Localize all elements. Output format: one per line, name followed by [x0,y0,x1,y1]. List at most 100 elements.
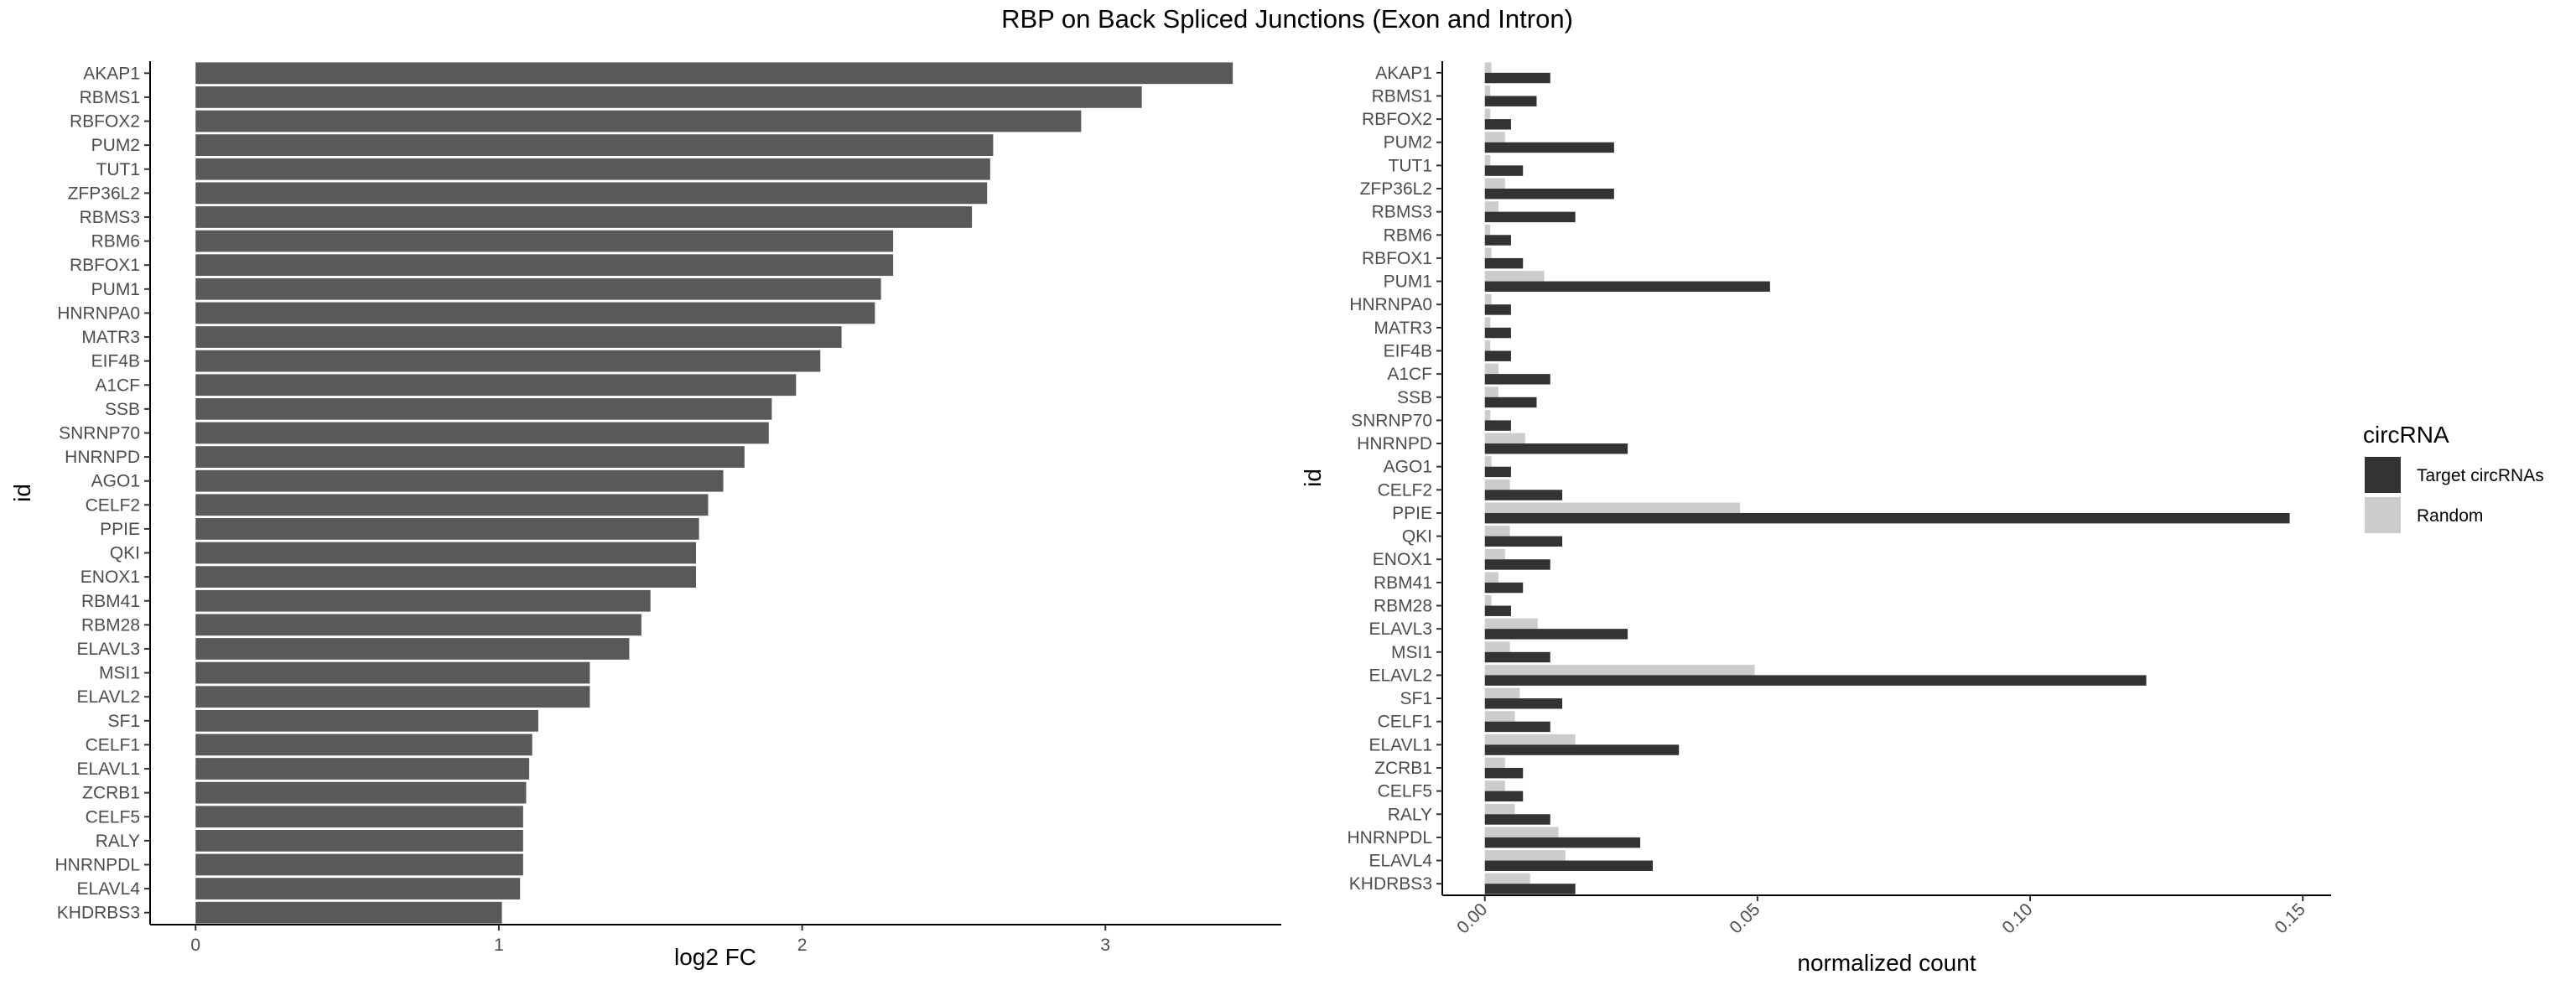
bar-target-celf1 [1484,721,1550,733]
y-tick-label-hnrnpdl: HNRNPDL [55,855,140,874]
bar-target-enox1 [1484,559,1550,570]
left-y-ticks: AKAP1 RBMS1 RBFOX2 PUM2 TUT1 ZFP36L2 RBMS3 RBM6… [55,64,150,923]
bar-target-a1cf [1484,374,1550,385]
left-bars [195,62,1233,924]
bar-target-ppie [1484,512,2290,524]
bar-random-rbfox1 [1484,247,1492,258]
legend-label-random: Random [2417,506,2483,526]
bar-log2fc-pum1 [195,277,881,300]
bar-random-elavl1 [1484,734,1576,745]
legend: circRNA Target circRNAs Random [2363,422,2544,533]
bar-log2fc-ago1 [195,469,724,492]
bar-target-qki [1484,536,1563,547]
y-tick-label-rbm6: RBM6 [91,232,140,251]
bar-log2fc-rbfox1 [195,254,894,277]
bar-log2fc-ssb [195,397,772,420]
bar-target-ago1 [1484,466,1511,478]
bar-random-snrnp70 [1484,409,1491,421]
y-tick-label-ssb: SSB [105,400,140,419]
bar-log2fc-ppie [195,518,699,540]
bar-random-elavl2 [1484,664,1755,676]
bar-random-hnrnpd [1484,433,1525,444]
bar-random-celf1 [1484,711,1515,722]
y-tick-label-khdrbs3: KHDRBS3 [1349,874,1432,894]
y-tick-label-pum1: PUM1 [1384,272,1432,292]
bar-target-rbm41 [1484,582,1524,594]
bar-random-qki [1484,526,1510,537]
bar-random-elavl4 [1484,850,1566,861]
bar-log2fc-eif4b [195,350,821,372]
bar-log2fc-raly [195,829,523,852]
bar-log2fc-rbm28 [195,614,641,636]
y-tick-label-tut1: TUT1 [96,160,141,179]
y-tick-label-rbm28: RBM28 [1374,597,1432,616]
y-tick-label-snrnp70: SNRNP70 [1351,411,1432,430]
y-tick-label-akap1: AKAP1 [83,64,140,83]
legend-label-target-circrnas: Target circRNAs [2417,466,2544,485]
bar-log2fc-pum2 [195,134,994,157]
bar-log2fc-akap1 [195,62,1233,85]
y-tick-label-rbfox2: RBFOX2 [1362,110,1432,129]
bar-log2fc-rbm41 [195,589,651,612]
bar-target-msi1 [1484,651,1550,663]
bar-target-rbfox1 [1484,257,1524,269]
bar-random-a1cf [1484,363,1498,375]
y-tick-label-celf2: CELF2 [86,495,140,515]
y-tick-label-ppie: PPIE [100,520,140,539]
bar-log2fc-elavl2 [195,686,590,708]
y-tick-label-elavl3: ELAVL3 [77,640,141,659]
y-tick-label-rbm28: RBM28 [81,615,140,635]
y-tick-label-elavl2: ELAVL2 [77,687,141,707]
bar-target-akap1 [1484,72,1550,84]
bar-random-msi1 [1484,641,1510,652]
y-tick-label-elavl3: ELAVL3 [1369,620,1433,639]
left-chart: AKAP1 RBMS1 RBFOX2 PUM2 TUT1 ZFP36L2 RBMS3 RBM6… [9,61,1281,970]
bar-log2fc-a1cf [195,374,797,397]
bar-log2fc-qki [195,542,696,564]
y-tick-label-celf1: CELF1 [86,735,140,754]
x-tick-label: 0 [190,936,200,955]
y-tick-label-pum2: PUM2 [91,136,140,155]
y-tick-label-tut1: TUT1 [1389,156,1433,175]
y-tick-label-enox1: ENOX1 [1373,550,1432,569]
bar-target-khdrbs3 [1484,884,1576,894]
y-tick-label-matr3: MATR3 [81,328,140,347]
y-tick-label-elavl2: ELAVL2 [1369,666,1433,685]
x-tick-label: 1 [494,936,504,955]
bar-random-akap1 [1484,62,1492,73]
y-tick-label-ppie: PPIE [1392,504,1432,523]
y-tick-label-msi1: MSI1 [99,664,140,683]
legend-key-target-circrnas [2365,457,2401,493]
y-tick-label-hnrnpdl: HNRNPDL [1347,828,1432,848]
bar-target-snrnp70 [1484,420,1511,431]
bar-random-khdrbs3 [1484,873,1530,884]
x-tick-label: 0.15 [2272,899,2309,937]
bar-target-rbfox2 [1484,119,1511,130]
y-tick-label-rbms1: RBMS1 [1372,86,1432,106]
y-tick-label-msi1: MSI1 [1391,643,1432,662]
right-y-axis-title: id [1300,469,1326,487]
bar-target-matr3 [1484,327,1511,339]
y-tick-label-hnrnpa0: HNRNPA0 [57,303,140,323]
bar-log2fc-khdrbs3 [195,901,502,924]
y-tick-label-pum1: PUM1 [91,280,140,299]
y-tick-label-eif4b: EIF4B [1384,341,1432,360]
y-tick-label-celf2: CELF2 [1378,480,1432,500]
y-tick-label-elavl4: ELAVL4 [1369,852,1433,871]
y-tick-label-elavl1: ELAVL1 [1369,735,1433,754]
bar-random-zfp36l2 [1484,178,1505,189]
x-tick-label: 0.10 [1998,899,2036,937]
bar-target-sf1 [1484,698,1563,709]
y-tick-label-hnrnpd: HNRNPD [65,448,140,467]
bar-target-tut1 [1484,165,1524,176]
bar-target-celf5 [1484,791,1524,802]
y-tick-label-celf5: CELF5 [86,807,140,827]
bar-log2fc-elavl1 [195,758,530,780]
right-x-axis-title: normalized count [1797,950,1976,976]
bar-target-elavl1 [1484,744,1680,755]
y-tick-label-rbms3: RBMS3 [80,208,140,227]
bar-random-ppie [1484,502,1741,513]
y-tick-label-sf1: SF1 [1400,689,1432,708]
bar-random-pum2 [1484,132,1505,143]
